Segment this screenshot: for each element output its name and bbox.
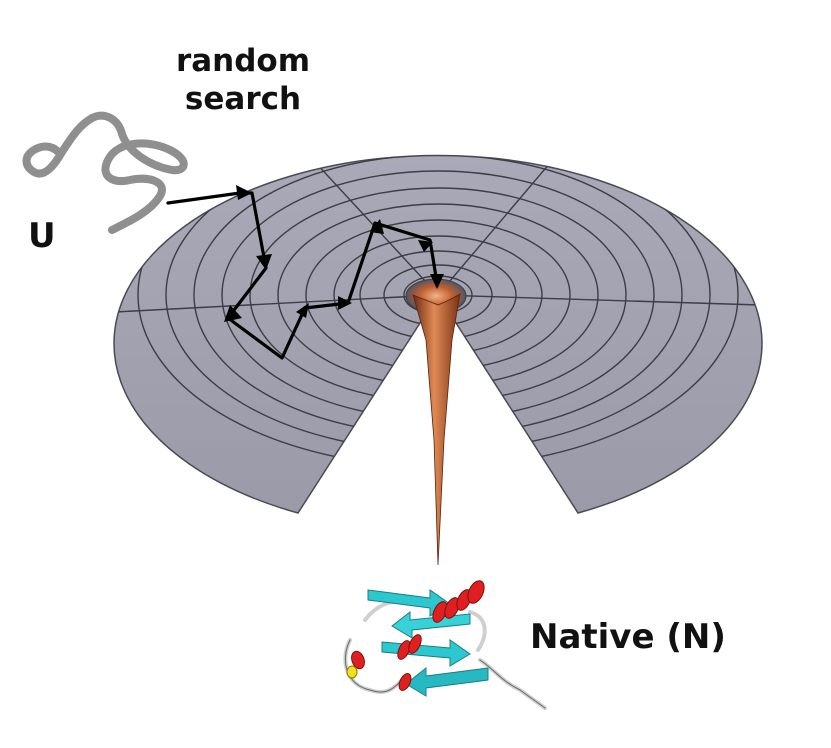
alpha-helix <box>351 580 485 691</box>
random-search-label: random search <box>168 42 318 118</box>
native-state-label: Native (N) <box>530 617 726 657</box>
path-arrowheads <box>224 185 444 322</box>
beta-strand-4 <box>405 666 489 697</box>
unfolded-chain <box>22 111 188 234</box>
random-search-label-line2: search <box>184 81 302 117</box>
unfolded-state-label: U <box>28 216 56 256</box>
beta-strand-3 <box>381 639 471 667</box>
native-protein-structure <box>343 580 547 710</box>
random-search-label-line1: random <box>175 43 311 79</box>
funnel-tip <box>412 293 461 566</box>
